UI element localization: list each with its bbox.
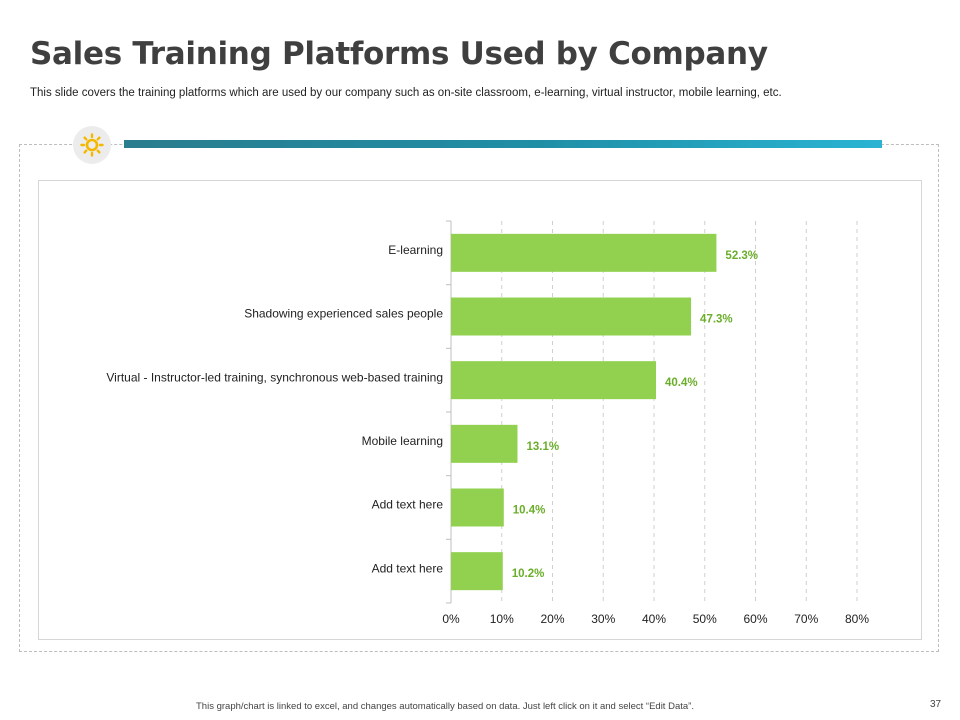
category-label: Virtual - Instructor-led training, synch… xyxy=(106,370,443,384)
x-tick-label: 50% xyxy=(693,612,717,626)
sun-icon xyxy=(80,133,104,157)
x-tick-label: 40% xyxy=(642,612,666,626)
x-tick-label: 80% xyxy=(845,612,869,626)
slide-subtitle: This slide covers the training platforms… xyxy=(30,87,782,99)
data-label: 10.4% xyxy=(513,505,546,517)
data-label: 52.3% xyxy=(725,250,758,262)
category-label: Shadowing experienced sales people xyxy=(244,307,443,321)
x-tick-label: 20% xyxy=(540,612,564,626)
bar[interactable] xyxy=(451,361,657,400)
bar[interactable] xyxy=(451,233,717,272)
x-tick-label: 60% xyxy=(743,612,767,626)
accent-bar xyxy=(124,140,882,148)
bar[interactable] xyxy=(451,552,503,591)
category-label: Mobile learning xyxy=(362,434,443,448)
category-label: Add text here xyxy=(372,561,444,575)
category-label: E-learning xyxy=(388,243,443,257)
x-tick-label: 0% xyxy=(442,612,460,626)
data-label: 13.1% xyxy=(526,441,559,453)
data-label: 47.3% xyxy=(700,314,733,326)
page-number: 37 xyxy=(930,699,942,710)
bar[interactable] xyxy=(451,424,518,463)
sun-icon-badge xyxy=(73,126,111,164)
bar[interactable] xyxy=(451,488,504,527)
slide-title: Sales Training Platforms Used by Company xyxy=(30,36,768,72)
bar-chart[interactable]: E-learning 52.3% Shadowing experienced sal… xyxy=(39,181,923,641)
data-label: 10.2% xyxy=(512,568,545,580)
bar[interactable] xyxy=(451,297,692,336)
data-label: 40.4% xyxy=(665,377,698,389)
x-tick-label: 30% xyxy=(591,612,615,626)
x-tick-label: 70% xyxy=(794,612,818,626)
x-tick-label: 10% xyxy=(490,612,514,626)
chart-container[interactable]: E-learning 52.3% Shadowing experienced sal… xyxy=(38,180,922,640)
category-label: Add text here xyxy=(372,498,444,512)
footer-note: This graph/chart is linked to excel, and… xyxy=(196,701,694,712)
